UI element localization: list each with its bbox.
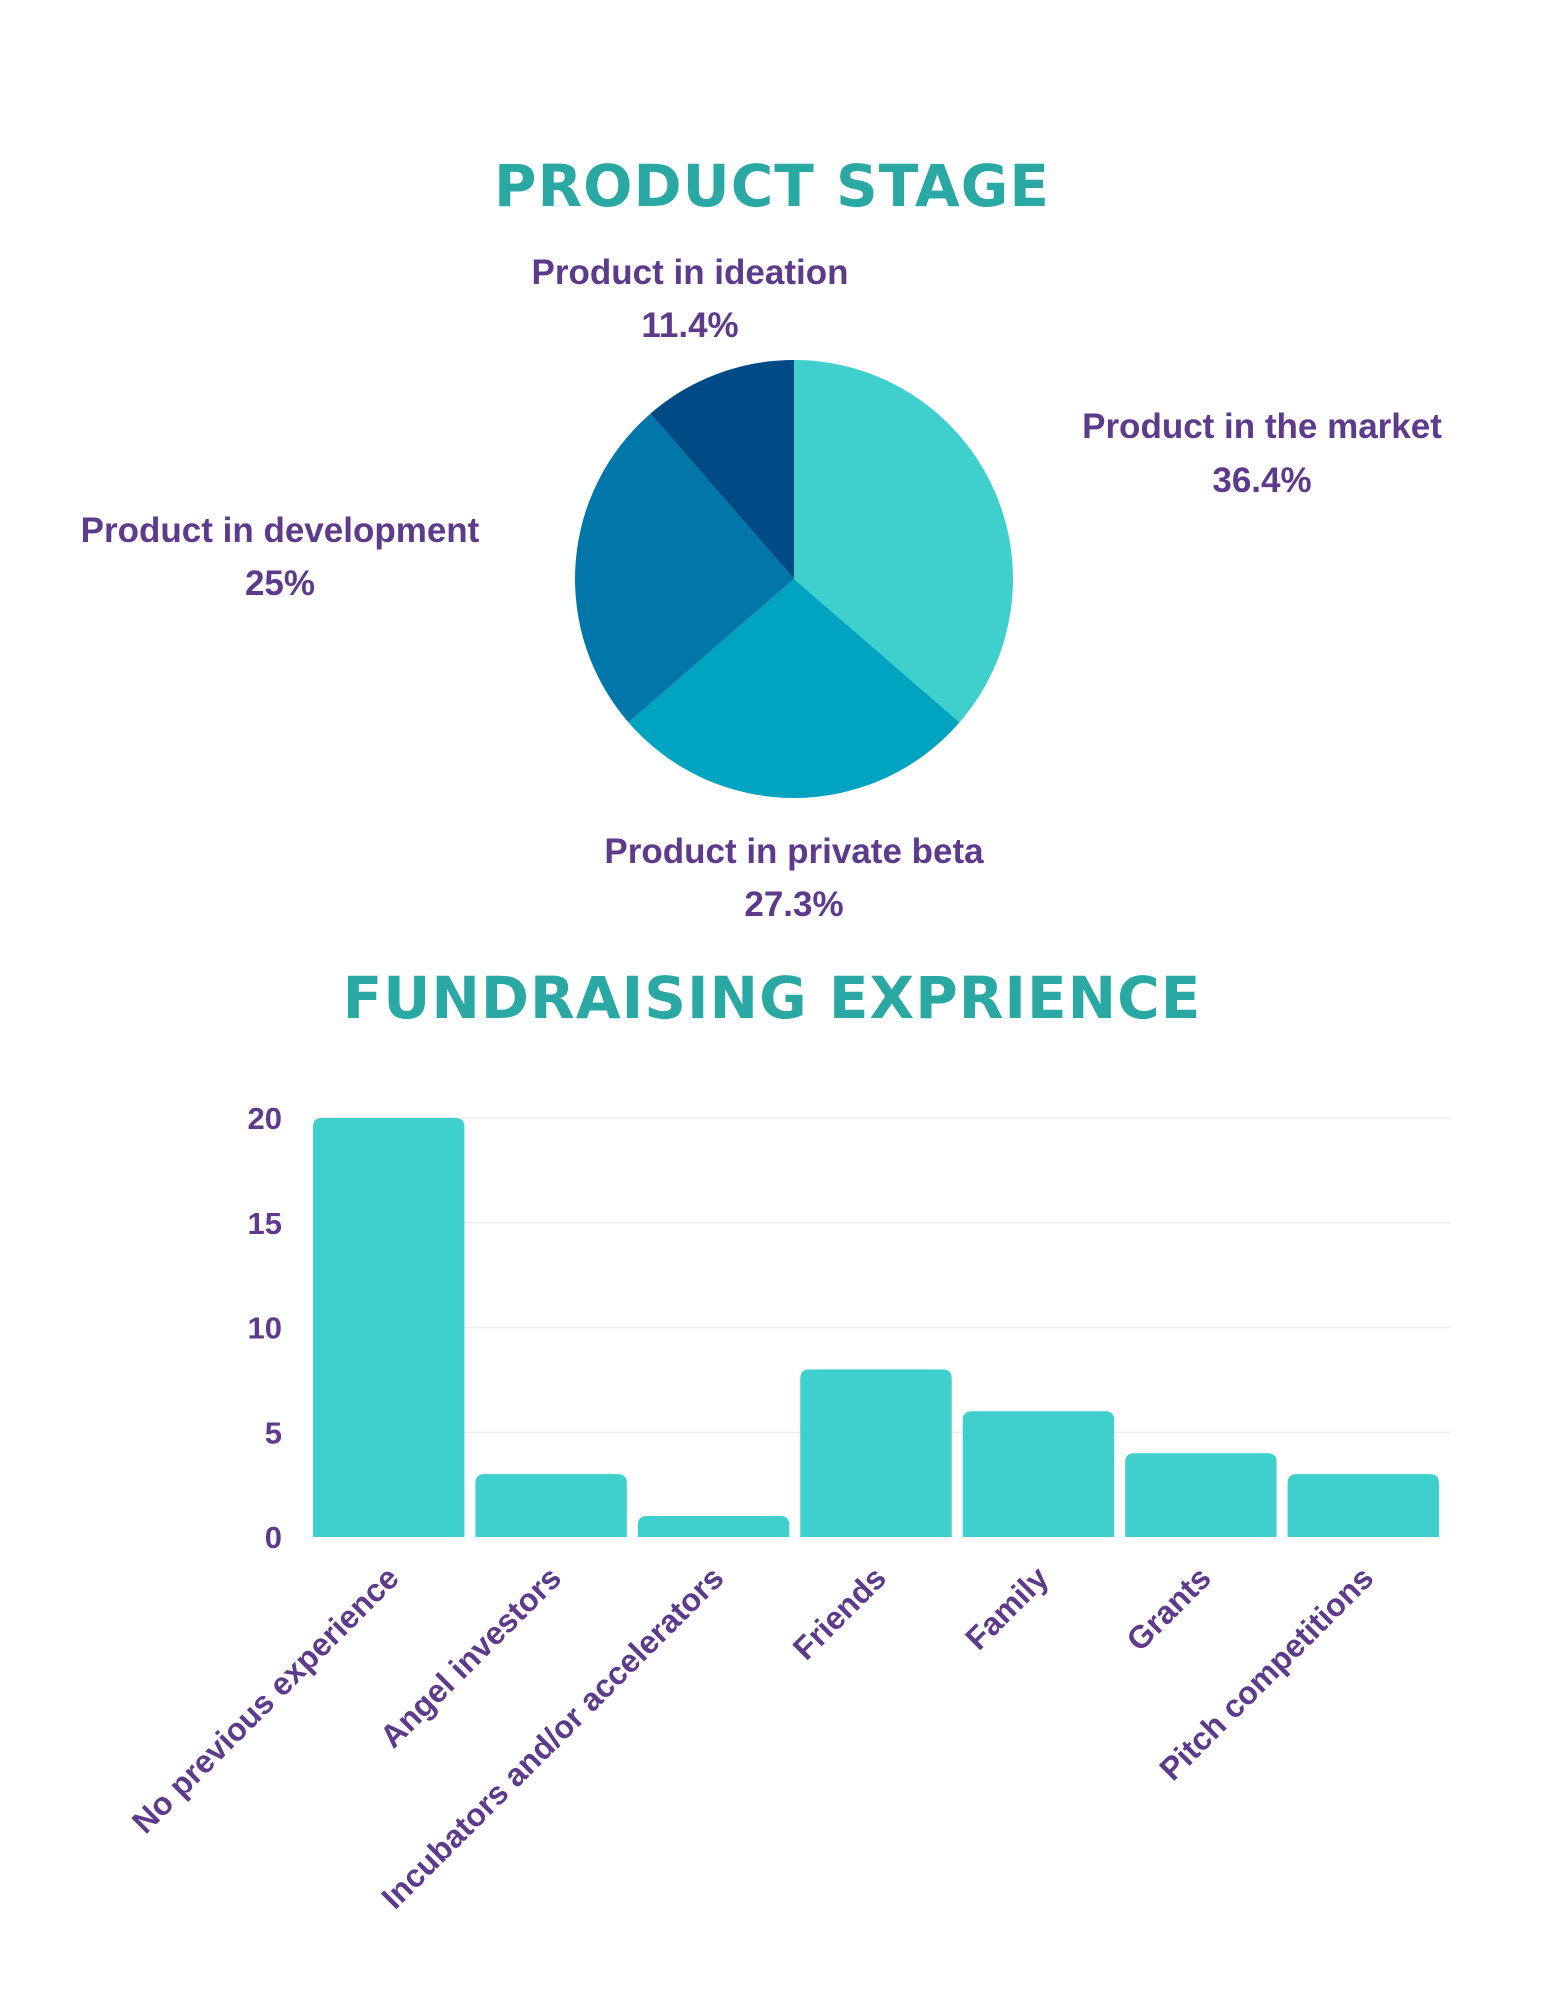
bar-incubators-and-or-accelerators — [637, 1516, 790, 1537]
pie-slice-product-in-private-beta — [628, 579, 960, 798]
bars — [313, 1118, 1439, 1537]
bar-gridlines — [313, 1117, 1450, 1433]
bar-friends — [800, 1369, 952, 1537]
pie-slice-product-in-the-market — [794, 360, 1013, 723]
x-label-family: Family — [958, 1559, 1055, 1656]
pie-slices — [575, 360, 1013, 798]
y-tick-label-0: 0 — [265, 1520, 282, 1555]
pie-label-product-in-ideation: Product in ideation — [532, 253, 849, 292]
bar-grants — [1125, 1453, 1277, 1537]
x-label-grants: Grants — [1119, 1559, 1217, 1657]
pie-slice-product-in-development — [575, 413, 794, 723]
pie-label-product-in-development: Product in development — [81, 511, 480, 550]
pie-label-product-in-private-beta: Product in private beta — [604, 832, 984, 871]
y-tick-label-10: 10 — [248, 1311, 282, 1346]
pie-slice-product-in-ideation — [650, 360, 794, 579]
pie-value-product-in-the-market: 36.4% — [1212, 461, 1311, 500]
product-stage-title: PRODUCT STAGE — [494, 152, 1050, 220]
x-label-incubators-and-or-accelerators: Incubators and/or accelerators — [374, 1559, 730, 1915]
pie-value-product-in-private-beta: 27.3% — [744, 885, 843, 924]
fundraising-title: FUNDRAISING EXPRIENCE — [343, 964, 1202, 1032]
bar-angel-investors — [475, 1474, 627, 1537]
pie-label-product-in-the-market: Product in the market — [1082, 407, 1442, 446]
bar-no-previous-experience — [313, 1118, 465, 1537]
x-label-friends: Friends — [786, 1559, 893, 1666]
y-tick-label-20: 20 — [248, 1101, 282, 1136]
y-tick-label-5: 5 — [265, 1415, 282, 1450]
fundraising-bar-chart: FUNDRAISING EXPRIENCE 0 5 10 15 20 No previo… — [125, 964, 1450, 1916]
pie-labels: Product in the market 36.4% Product in pri… — [81, 253, 1443, 924]
product-stage-pie-chart: PRODUCT STAGE Product in the market 36.4%… — [81, 152, 1443, 924]
bar-pitch-competitions — [1287, 1474, 1439, 1537]
pie-value-product-in-ideation: 11.4% — [641, 306, 738, 345]
pie-value-product-in-development: 25% — [245, 564, 315, 603]
y-tick-label-15: 15 — [248, 1206, 282, 1241]
y-axis-ticks: 0 5 10 15 20 — [248, 1101, 282, 1555]
bar-family — [962, 1411, 1115, 1537]
x-label-no-previous-experience: No previous experience — [125, 1559, 406, 1840]
